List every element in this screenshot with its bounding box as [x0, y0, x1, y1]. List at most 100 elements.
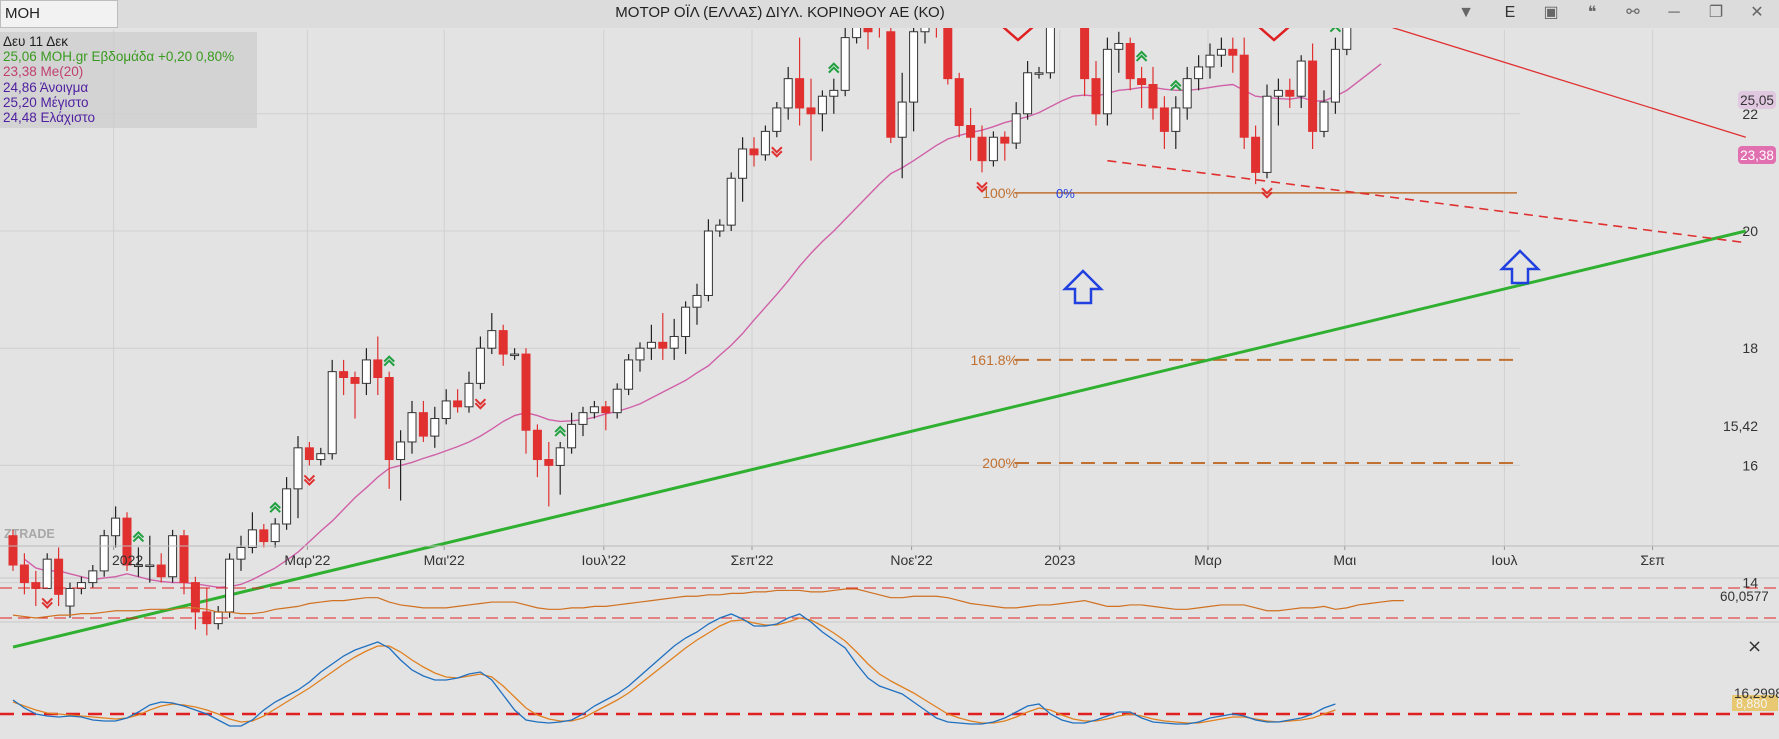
candle-body: [646, 341, 656, 349]
candle-body: [612, 388, 622, 414]
candle-body: [1148, 84, 1158, 109]
candle-body: [247, 529, 257, 548]
candles: [8, 28, 1352, 636]
y-tick-label: 18: [1742, 340, 1758, 356]
restore-icon[interactable]: ❐: [1708, 4, 1724, 21]
candle-body: [407, 412, 417, 443]
last-price-label-bg: [1738, 91, 1776, 109]
candle-body: [1251, 136, 1261, 173]
legend-low: 24,48 Ελάχιστο: [3, 110, 95, 126]
candle-body: [852, 28, 862, 39]
lock-icon[interactable]: ⚯: [1626, 4, 1640, 21]
trend-lines[interactable]: [12, 28, 1747, 649]
legend-ma: 23,38 Me(20): [3, 64, 84, 80]
fib-blue-label: 0%: [1056, 186, 1075, 201]
minimize-icon[interactable]: ─: [1668, 4, 1680, 21]
candle-body: [555, 447, 565, 466]
signal-up-chevron-icon: [828, 62, 840, 74]
signal-down-chevron-icon: [1261, 187, 1273, 199]
candle-body: [1091, 78, 1101, 115]
candle-body: [361, 359, 371, 384]
candle-body: [99, 535, 109, 572]
symbol-input[interactable]: MOH: [0, 0, 118, 28]
signal-up-chevron-icon: [132, 531, 145, 543]
candle-body: [225, 558, 235, 613]
comment-icon[interactable]: ❝: [1587, 4, 1597, 21]
signal-up-chevron-icon: [1135, 50, 1148, 62]
x-tick-label: Σεπ: [1640, 552, 1665, 568]
signal-up-chevron-icon: [554, 425, 566, 437]
candle-body: [863, 28, 873, 33]
candle-body: [1182, 78, 1192, 109]
candle-body: [282, 488, 292, 525]
x-tick-label: Ιουλ'22: [582, 552, 627, 568]
x-axis: 2022 Μαρ'22 Μαι'22 Ιουλ'22 Σεπ'22 Νοε'22 2023 Μ…: [0, 545, 1779, 568]
fib-level-label: 161.8%: [971, 352, 1018, 368]
candle-body: [795, 78, 805, 109]
candle-body: [1114, 42, 1124, 50]
candle-body: [806, 107, 816, 115]
candle-body: [1239, 54, 1249, 138]
candle-body: [1262, 95, 1272, 173]
close-panel-icon[interactable]: ×: [1747, 636, 1762, 657]
chevron-down-icon[interactable]: ▼: [1458, 4, 1474, 21]
candle-body: [350, 377, 360, 384]
candle-body: [703, 230, 713, 296]
y-tick-label: 22: [1742, 106, 1758, 122]
candle-body: [156, 564, 166, 578]
candle-body: [111, 517, 121, 537]
candle-body: [316, 453, 326, 461]
candle-body: [1102, 48, 1112, 115]
candle-body: [772, 107, 782, 132]
price-chart[interactable]: ZTRADE 0%100%161.8%200%100%0% 2022Μαρ'22…: [0, 28, 1779, 739]
upper-channel-line: [1391, 28, 1746, 138]
down-arrow-icon: [1258, 28, 1290, 42]
indicator-1-panel: 60,0577: [0, 587, 1779, 619]
candle-body: [954, 78, 964, 127]
annotation-arrows[interactable]: [1002, 28, 1542, 305]
signal-up-chevron-icon: [1170, 79, 1182, 91]
candle-body: [327, 371, 337, 455]
candle-body: [453, 400, 463, 408]
last-price-label: 25,05: [1740, 93, 1774, 108]
candle-body: [270, 523, 280, 543]
candle-body: [920, 28, 930, 33]
indicator2-signal-label: 8,880: [1736, 697, 1767, 711]
candle-body: [236, 546, 246, 560]
candle-body: [909, 31, 919, 103]
signal-down-chevron-icon: [771, 146, 783, 158]
indicator2-value-label: 16,2998: [1734, 686, 1779, 701]
candle-body: [601, 406, 611, 414]
legend-price: 25,06 MOH.gr Εβδομάδα +0,20 0,80%: [3, 49, 235, 65]
candle-body: [681, 306, 691, 337]
candle-body: [510, 353, 520, 357]
candle-body: [1045, 28, 1055, 74]
candle-body: [441, 400, 451, 420]
candle-body: [1342, 28, 1352, 50]
e-button[interactable]: E: [1504, 4, 1516, 21]
y-tick-label: 20: [1742, 223, 1758, 239]
candle-body: [1308, 60, 1318, 132]
candle-body: [1080, 28, 1090, 80]
candle-body: [943, 28, 953, 80]
candle-body: [521, 353, 531, 431]
candle-body: [1296, 60, 1306, 97]
candle-body: [42, 558, 52, 589]
candle-body: [1125, 42, 1135, 80]
x-tick-label: Ιουλ: [1491, 552, 1517, 568]
indicator2-fast-line: [12, 613, 1336, 727]
candle-body: [190, 582, 200, 613]
fib-level-label: 100%: [982, 185, 1018, 201]
lower-channel-line: [1107, 159, 1746, 244]
close-icon[interactable]: ✕: [1750, 4, 1764, 21]
legend-open: 24,86 Άνοιγμα: [3, 79, 89, 95]
panel-icon[interactable]: ▣: [1543, 4, 1559, 21]
candle-body: [54, 558, 64, 595]
candle-body: [19, 564, 29, 584]
signal-up-chevron-icon: [383, 355, 395, 367]
candle-body: [475, 347, 485, 384]
x-tick-label: Μαι'22: [424, 552, 465, 568]
candle-body: [966, 125, 976, 138]
